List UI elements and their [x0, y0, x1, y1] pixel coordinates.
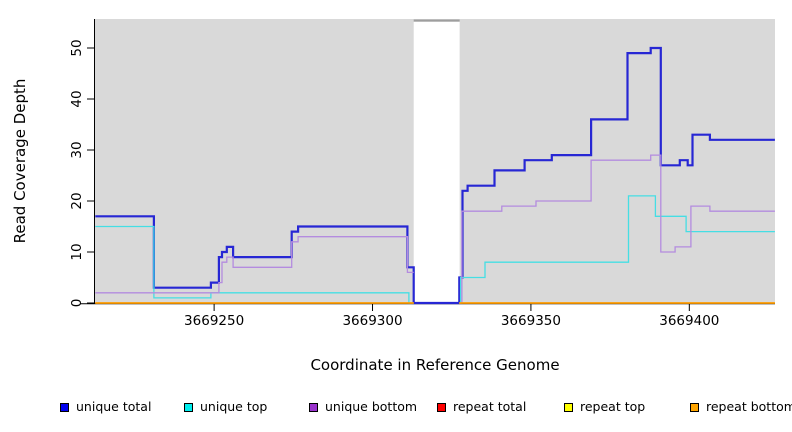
- x-axis-title: Coordinate in Reference Genome: [310, 356, 560, 374]
- series-line-unique-total: [95, 46, 775, 305]
- legend-swatch-icon: [309, 402, 318, 412]
- x-tick-label: 3669250: [184, 313, 245, 329]
- x-tick-label: 3669350: [500, 313, 561, 329]
- x-tick-label: 3669400: [659, 313, 720, 329]
- series-line-unique-top: [95, 195, 775, 304]
- y-tick-label: 30: [69, 141, 85, 159]
- legend-swatch-icon: [564, 402, 573, 412]
- legend-swatch-icon: [437, 402, 446, 412]
- y-tick-label: 40: [69, 90, 85, 108]
- y-axis-title: Read Coverage Depth: [11, 78, 29, 244]
- x-tick-label: 3669300: [342, 313, 403, 329]
- y-tick-label: 0: [69, 298, 85, 308]
- legend-label: unique total: [76, 399, 152, 414]
- legend-item-unique-top: unique top: [184, 399, 268, 414]
- legend-swatch-icon: [690, 402, 699, 412]
- y-tick-label: 10: [69, 243, 85, 261]
- legend-label: repeat total: [453, 399, 527, 414]
- no-data-gap-band: [413, 22, 460, 303]
- legend-label: unique top: [200, 399, 268, 414]
- legend-label: repeat top: [580, 399, 646, 414]
- legend-item-repeat-bottom: repeat bottom: [690, 399, 792, 414]
- legend-item-repeat-top: repeat top: [564, 399, 646, 414]
- y-tick-label: 50: [69, 39, 85, 57]
- legend-swatch-icon: [184, 402, 193, 412]
- y-tick-label: 20: [69, 192, 85, 210]
- legend-item-unique-bottom: unique bottom: [309, 399, 418, 414]
- legend-item-repeat-total: repeat total: [437, 399, 527, 414]
- legend-item-unique-total: unique total: [60, 399, 152, 414]
- legend-label: unique bottom: [325, 399, 418, 414]
- series-line-unique-bottom: [95, 154, 775, 304]
- legend-swatch-icon: [60, 402, 69, 412]
- legend-label: repeat bottom: [706, 399, 792, 414]
